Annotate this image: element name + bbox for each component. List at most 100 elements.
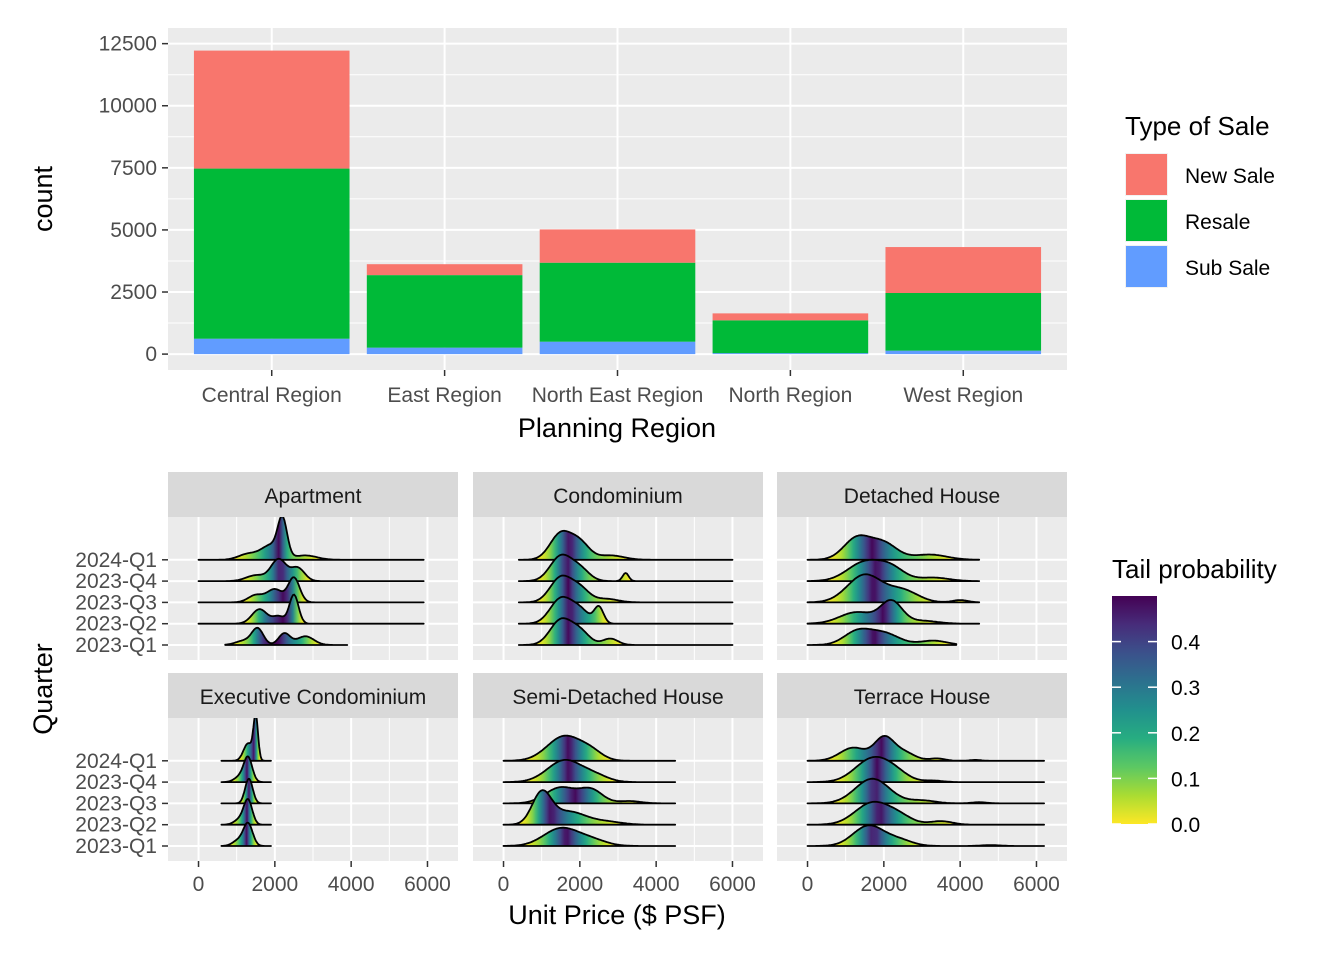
bar-chart: 0 2500 5000 7500 10000 12500 Central Region Ea…	[28, 28, 1067, 443]
tail-probability-legend: Tail probability 0.0 0.1 0.2 0.3 0.4	[1112, 554, 1277, 837]
bar-east-region-sub-sale	[366, 347, 523, 355]
ridge-y-tick-label: 2023-Q1	[75, 634, 157, 657]
ridge-y-tick-label: 2023-Q3	[75, 591, 157, 614]
ridge-semi-detached-house-2023-q2	[502, 789, 677, 826]
colorbar-tick-label: 0.4	[1171, 632, 1201, 655]
ridge-detached-house-2024-q1	[806, 534, 981, 561]
bar-y-axis-title: count	[28, 165, 58, 232]
facet-strip	[168, 472, 458, 517]
bar-central-region-new-sale	[193, 50, 350, 169]
facet-detached-house: Detached House	[777, 472, 1067, 660]
bar-x-tick-label: North East Region	[532, 384, 704, 407]
facet-strip-label: Semi-Detached House	[512, 686, 723, 709]
ridge-x-tick-label: 2000	[860, 873, 907, 896]
ridge-x-tick-label: 0	[193, 873, 205, 896]
colorbar	[1112, 596, 1157, 824]
ridge-y-axis-title: Quarter	[28, 643, 58, 735]
ridge-semi-detached-house-2023-q4	[502, 759, 677, 783]
ridge-y-tick-label: 2023-Q4	[75, 570, 157, 593]
bar-north-east-region-resale	[539, 262, 696, 342]
bar-x-tick-label: North Region	[729, 384, 853, 407]
ridge-condominium-2023-q2	[517, 595, 734, 625]
ridge-x-tick-label: 0	[802, 873, 814, 896]
ridge-apartment-2023-q2	[197, 593, 425, 625]
ridge-executive-condominium-2023-q2	[220, 798, 272, 826]
facet-strip	[473, 472, 763, 517]
ridge-executive-condominium-2023-q4	[220, 755, 272, 783]
legend-key-sub-sale	[1126, 246, 1167, 287]
ridge-x-tick-label: 6000	[709, 873, 756, 896]
ridge-y-tick-label: 2023-Q2	[75, 613, 157, 636]
ridge-apartment-2023-q3	[197, 576, 425, 604]
ridge-apartment-2023-q4	[197, 557, 425, 582]
ridge-terrace-house-2023-q3	[806, 777, 1045, 805]
legend-label-resale: Resale	[1185, 211, 1250, 234]
ridge-terrace-house-2023-q2	[806, 800, 1045, 826]
facet-strip-label: Detached House	[844, 485, 1000, 508]
bar-central-region-resale	[193, 168, 350, 339]
bar-y-axis: 0 2500 5000 7500 10000 12500	[99, 33, 168, 366]
ridge-condominium-2023-q3	[517, 574, 734, 604]
bar-east-region-new-sale	[366, 264, 523, 276]
bar-y-tick-label: 7500	[110, 157, 157, 180]
bar-west-region-new-sale	[885, 247, 1042, 294]
sale-type-legend: Type of Sale New Sale Resale Sub Sale	[1125, 111, 1275, 288]
ridge-x-tick-label: 4000	[937, 873, 984, 896]
ridge-executive-condominium-2023-q3	[220, 777, 272, 805]
ridgeline-chart: Apartment2023-Q12023-Q22023-Q32023-Q4202…	[28, 472, 1067, 930]
ridge-detached-house-2023-q1	[806, 627, 958, 646]
facet-strip	[473, 673, 763, 718]
facet-strip	[168, 673, 458, 718]
bar-x-tick-label: West Region	[903, 384, 1023, 407]
ridge-semi-detached-house-2024-q1	[502, 734, 677, 762]
bar-north-east-region-sub-sale	[539, 341, 696, 355]
tail-probability-legend-title: Tail probability	[1112, 554, 1277, 584]
ridge-x-tick-label: 6000	[1013, 873, 1060, 896]
bar-north-region-sub-sale	[712, 353, 869, 355]
facet-semi-detached-house: Semi-Detached House 0 2000 4000 6000	[473, 673, 763, 896]
bar-x-axis-title: Planning Region	[518, 413, 716, 443]
bar-west-region-sub-sale	[885, 350, 1042, 355]
bar-east-region-resale	[366, 275, 523, 348]
ridge-semi-detached-house-2023-q1	[502, 826, 677, 847]
ridge-y-tick-label: 2023-Q1	[75, 835, 157, 858]
legend-label-sub-sale: Sub Sale	[1185, 257, 1270, 280]
ridge-x-axis-title: Unit Price ($ PSF)	[508, 900, 726, 930]
ridge-apartment-2024-q1	[197, 517, 425, 561]
ridge-detached-house-2023-q2	[806, 599, 981, 625]
facet-strip	[777, 673, 1067, 718]
facet-strip-label: Apartment	[265, 485, 362, 508]
ridge-y-tick-label: 2023-Q2	[75, 814, 157, 837]
ridge-x-tick-label: 6000	[404, 873, 451, 896]
bar-bars	[193, 50, 1042, 355]
ridge-condominium-2024-q1	[517, 529, 734, 561]
ridge-terrace-house-2024-q1	[806, 735, 1045, 762]
bar-x-tick-label: Central Region	[202, 384, 342, 407]
bar-y-tick-label: 5000	[110, 219, 157, 242]
ridge-y-tick-label: 2023-Q4	[75, 771, 157, 794]
ridge-executive-condominium-2023-q1	[220, 821, 272, 847]
facet-strip-label: Condominium	[553, 485, 683, 508]
facet-condominium: Condominium	[473, 472, 763, 660]
legend-key-new-sale	[1126, 154, 1167, 195]
ridge-x-tick-label: 2000	[251, 873, 298, 896]
ridge-apartment-2023-q1	[224, 626, 349, 646]
ridge-detached-house-2023-q3	[806, 573, 981, 604]
legend-key-resale	[1126, 200, 1167, 241]
ridge-y-tick-label: 2024-Q1	[75, 750, 157, 773]
bar-y-tick-label: 10000	[99, 95, 157, 118]
bar-north-region-resale	[712, 320, 869, 354]
bar-y-tick-label: 2500	[110, 281, 157, 304]
ridge-y-tick-label: 2024-Q1	[75, 549, 157, 572]
facet-strip-label: Terrace House	[854, 686, 991, 709]
bar-x-axis: Central Region East Region North East Regi…	[202, 370, 1023, 407]
ridge-terrace-house-2023-q1	[806, 824, 1045, 847]
facet-strip-label: Executive Condominium	[200, 686, 426, 709]
bar-north-east-region-new-sale	[539, 229, 696, 263]
ridge-condominium-2023-q4	[517, 553, 734, 582]
ridge-detached-house-2023-q4	[806, 558, 981, 582]
ridge-y-tick-label: 2023-Q3	[75, 792, 157, 815]
facet-terrace-house: Terrace House 0 2000 4000 6000	[777, 673, 1067, 896]
bar-north-region-new-sale	[712, 313, 869, 321]
